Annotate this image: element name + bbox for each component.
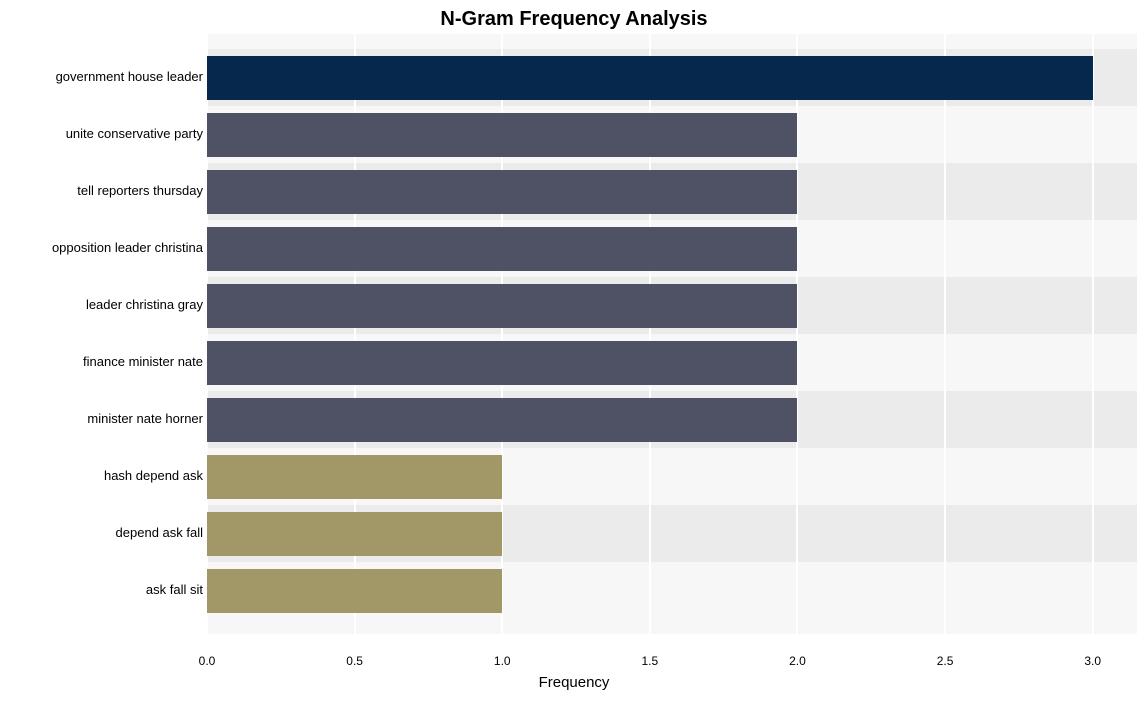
y-tick-label: tell reporters thursday — [2, 183, 203, 198]
bar — [207, 284, 797, 328]
x-tick-label: 1.5 — [620, 654, 680, 668]
y-tick-label: ask fall sit — [2, 582, 203, 597]
bar — [207, 341, 797, 385]
y-tick-label: leader christina gray — [2, 297, 203, 312]
x-gridline — [944, 34, 946, 634]
chart-title: N-Gram Frequency Analysis — [0, 8, 1148, 31]
y-tick-label: opposition leader christina — [2, 240, 203, 255]
y-tick-label: government house leader — [2, 69, 203, 84]
x-tick-label: 3.0 — [1063, 654, 1123, 668]
y-tick-label: minister nate horner — [2, 411, 203, 426]
x-tick-label: 0.5 — [325, 654, 385, 668]
bar — [207, 398, 797, 442]
y-tick-label: finance minister nate — [2, 354, 203, 369]
x-tick-label: 1.0 — [472, 654, 532, 668]
y-tick-label: unite conservative party — [2, 126, 203, 141]
y-tick-label: hash depend ask — [2, 468, 203, 483]
ngram-frequency-chart: N-Gram Frequency Analysis Frequency 0.0 0… — [0, 0, 1148, 701]
x-tick-label: 2.0 — [767, 654, 827, 668]
x-axis-label: Frequency — [0, 674, 1148, 691]
plot-area — [207, 34, 1137, 634]
y-tick-label: depend ask fall — [2, 525, 203, 540]
bar — [207, 227, 797, 271]
bar — [207, 56, 1093, 100]
bar — [207, 113, 797, 157]
bar — [207, 170, 797, 214]
bar — [207, 455, 502, 499]
x-tick-label: 0.0 — [177, 654, 237, 668]
bar — [207, 512, 502, 556]
x-gridline — [1092, 34, 1094, 634]
x-tick-label: 2.5 — [915, 654, 975, 668]
bar — [207, 569, 502, 613]
